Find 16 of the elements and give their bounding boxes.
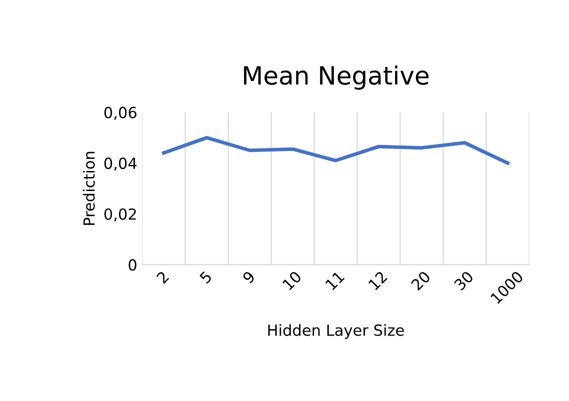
x-tick-label: 9 [242, 270, 256, 284]
x-axis-title: Hidden Layer Size [268, 324, 404, 339]
y-axis-title: Prediction [83, 152, 95, 225]
x-tick-label: 30 [454, 270, 474, 291]
y-tick-label: 0 [128, 259, 136, 271]
y-tick-label: 0,06 [104, 106, 136, 120]
x-tick-label: 10 [282, 270, 302, 290]
x-tick-label: 2 [156, 270, 170, 284]
line-series [162, 136, 510, 165]
chart-title: Mean Negative [244, 66, 429, 90]
x-tick-label: 20 [410, 270, 431, 291]
y-tick-label: 0,02 [104, 208, 136, 222]
y-tick-label: 0,04 [104, 158, 137, 171]
x-tick-label: 12 [368, 270, 388, 290]
x-tick-label: 11 [325, 270, 345, 290]
x-tick-label: 5 [199, 270, 212, 284]
